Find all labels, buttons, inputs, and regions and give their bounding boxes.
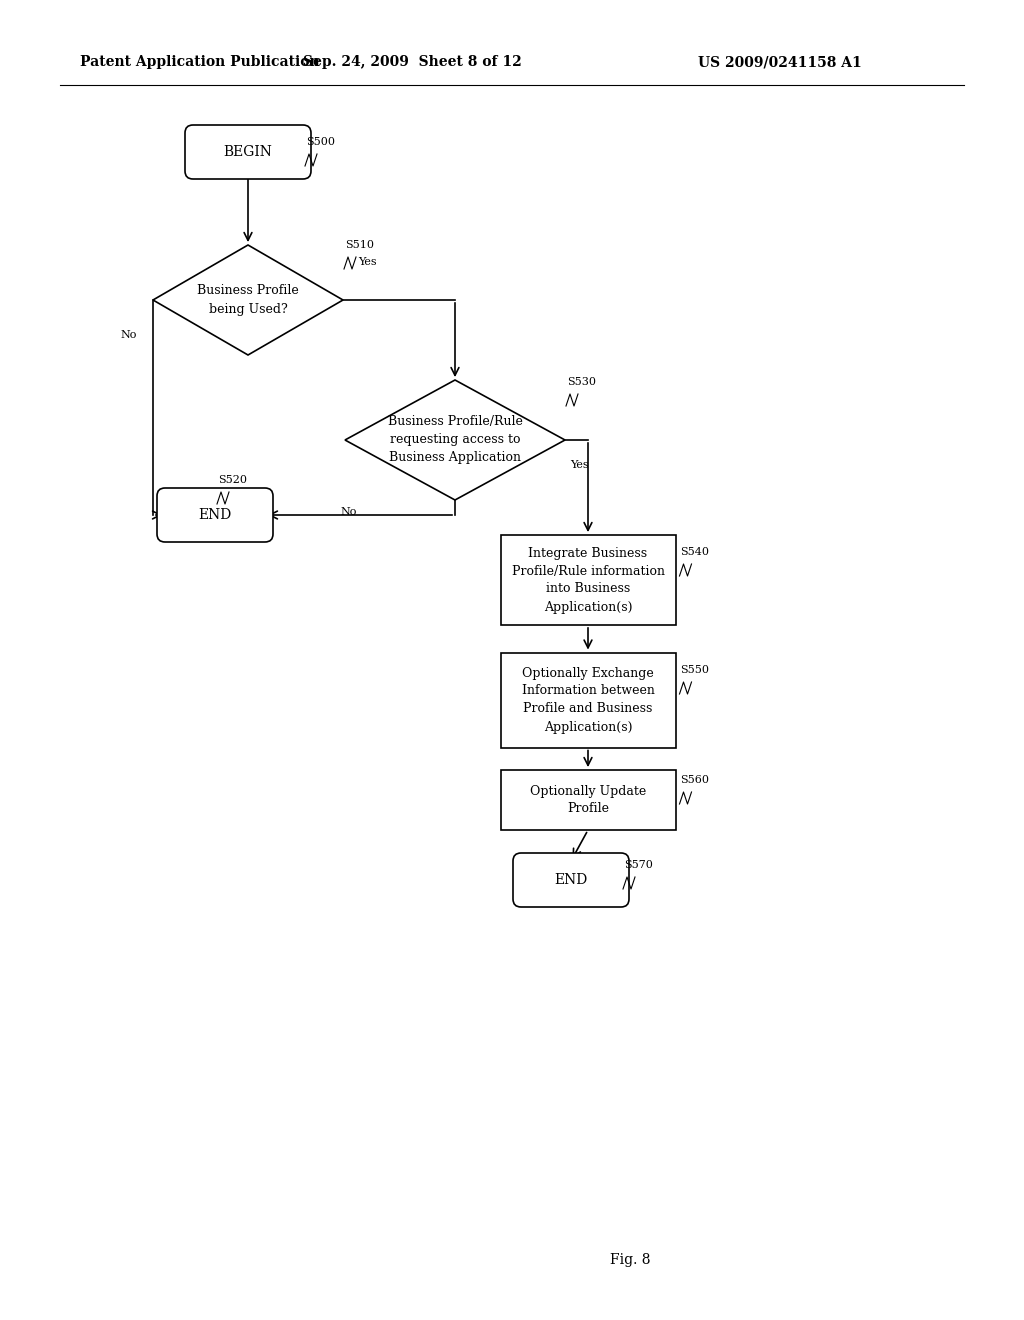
Bar [501, 652, 676, 747]
Text: S530: S530 [567, 378, 596, 387]
Text: END: END [554, 873, 588, 887]
Text: Integrate Business
Profile/Rule information
into Business
Application(s): Integrate Business Profile/Rule informat… [512, 546, 665, 614]
Text: S560: S560 [681, 775, 710, 785]
Text: S520: S520 [218, 475, 247, 484]
Text: Business Profile/Rule
requesting access to
Business Application: Business Profile/Rule requesting access … [387, 416, 522, 465]
Polygon shape [153, 246, 343, 355]
Text: Yes: Yes [358, 257, 377, 267]
FancyBboxPatch shape [513, 853, 629, 907]
Bar [501, 770, 676, 830]
Text: S500: S500 [306, 137, 335, 147]
Text: S540: S540 [681, 546, 710, 557]
Text: Patent Application Publication: Patent Application Publication [80, 55, 319, 69]
Text: Sep. 24, 2009  Sheet 8 of 12: Sep. 24, 2009 Sheet 8 of 12 [303, 55, 521, 69]
Text: S510: S510 [345, 240, 374, 249]
Text: No: No [120, 330, 136, 341]
Polygon shape [345, 380, 565, 500]
Text: END: END [199, 508, 231, 521]
FancyBboxPatch shape [157, 488, 273, 543]
Text: S570: S570 [624, 861, 653, 870]
Bar [501, 535, 676, 624]
Text: Optionally Update
Profile: Optionally Update Profile [529, 784, 646, 816]
Text: US 2009/0241158 A1: US 2009/0241158 A1 [698, 55, 862, 69]
Text: Yes: Yes [570, 459, 589, 470]
FancyBboxPatch shape [185, 125, 311, 180]
Text: Optionally Exchange
Information between
Profile and Business
Application(s): Optionally Exchange Information between … [521, 667, 654, 734]
Text: Fig. 8: Fig. 8 [609, 1253, 650, 1267]
Text: S550: S550 [681, 665, 710, 675]
Text: No: No [340, 507, 356, 517]
Text: BEGIN: BEGIN [223, 145, 272, 158]
Text: Business Profile
being Used?: Business Profile being Used? [198, 285, 299, 315]
